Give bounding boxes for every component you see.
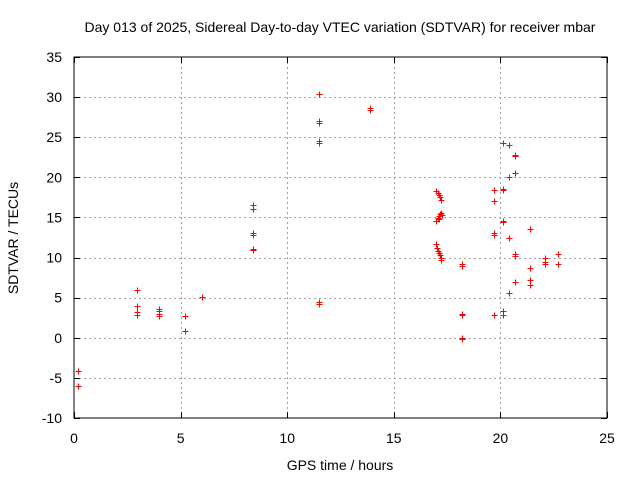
data-point	[316, 91, 323, 98]
x-axis-label: GPS time / hours	[287, 457, 394, 473]
data-point	[367, 107, 374, 114]
data-point	[75, 368, 82, 375]
y-axis-label: SDTVAR / TECUs	[5, 182, 21, 294]
data-point	[438, 197, 445, 204]
y-tick-label: 20	[46, 169, 62, 185]
data-point	[156, 313, 163, 320]
x-tick-label: 0	[70, 430, 78, 446]
data-point	[316, 120, 323, 127]
data-point	[555, 261, 562, 268]
data-point	[134, 303, 141, 310]
data-point	[491, 187, 498, 194]
data-point	[491, 232, 498, 239]
data-point	[436, 216, 443, 223]
y-tick-label: 35	[46, 49, 62, 65]
data-point	[459, 336, 466, 343]
y-tick-label: -5	[50, 370, 63, 386]
data-point	[250, 206, 257, 213]
data-point	[439, 212, 446, 219]
data-point	[512, 170, 519, 177]
x-tick-label: 20	[493, 430, 509, 446]
x-tick-label: 15	[386, 430, 402, 446]
data-point	[555, 251, 562, 258]
data-point	[506, 235, 513, 242]
x-tick-label: 10	[279, 430, 295, 446]
data-point	[437, 194, 444, 201]
y-tick-label: 25	[46, 129, 62, 145]
data-point	[316, 140, 323, 147]
data-point	[437, 252, 444, 259]
y-tick-label: 10	[46, 250, 62, 266]
data-point	[316, 301, 323, 308]
data-point	[512, 153, 519, 160]
data-point	[134, 287, 141, 294]
data-point	[542, 261, 549, 268]
chart-title: Day 013 of 2025, Sidereal Day-to-day VTE…	[85, 19, 596, 35]
y-tick-label: 15	[46, 209, 62, 225]
data-point	[134, 312, 141, 319]
data-point	[506, 142, 513, 149]
data-point	[527, 282, 534, 289]
y-tick-label: 0	[54, 330, 62, 346]
y-tick-label: -10	[42, 410, 62, 426]
data-point	[182, 328, 189, 335]
data-point	[459, 312, 466, 319]
data-point	[512, 253, 519, 260]
y-tick-labels: -10 -5 0 5 10 15 20 25 30 35	[42, 49, 62, 426]
data-point	[506, 290, 513, 297]
data-point	[438, 257, 445, 264]
data-points	[75, 91, 562, 390]
data-point	[500, 140, 507, 147]
axis-ticks	[74, 57, 608, 419]
data-point	[500, 187, 507, 194]
grid-lines	[74, 57, 607, 418]
y-tick-label: 30	[46, 89, 62, 105]
y-tick-label: 5	[54, 290, 62, 306]
x-tick-label: 5	[177, 430, 185, 446]
data-point	[250, 247, 257, 254]
data-point	[527, 265, 534, 272]
data-point	[199, 294, 206, 301]
data-point	[491, 198, 498, 205]
data-point	[433, 241, 440, 248]
data-point	[459, 263, 466, 270]
data-point	[75, 383, 82, 390]
data-point	[434, 245, 441, 252]
data-point	[491, 312, 498, 319]
data-point	[182, 313, 189, 320]
data-point	[527, 226, 534, 233]
data-point	[506, 174, 513, 181]
data-point	[500, 219, 507, 226]
data-point	[500, 312, 507, 319]
x-tick-labels: 0 5 10 15 20 25	[70, 430, 615, 446]
plot-frame	[73, 56, 608, 419]
data-point	[512, 279, 519, 286]
data-point	[250, 232, 257, 239]
x-tick-label: 25	[599, 430, 615, 446]
